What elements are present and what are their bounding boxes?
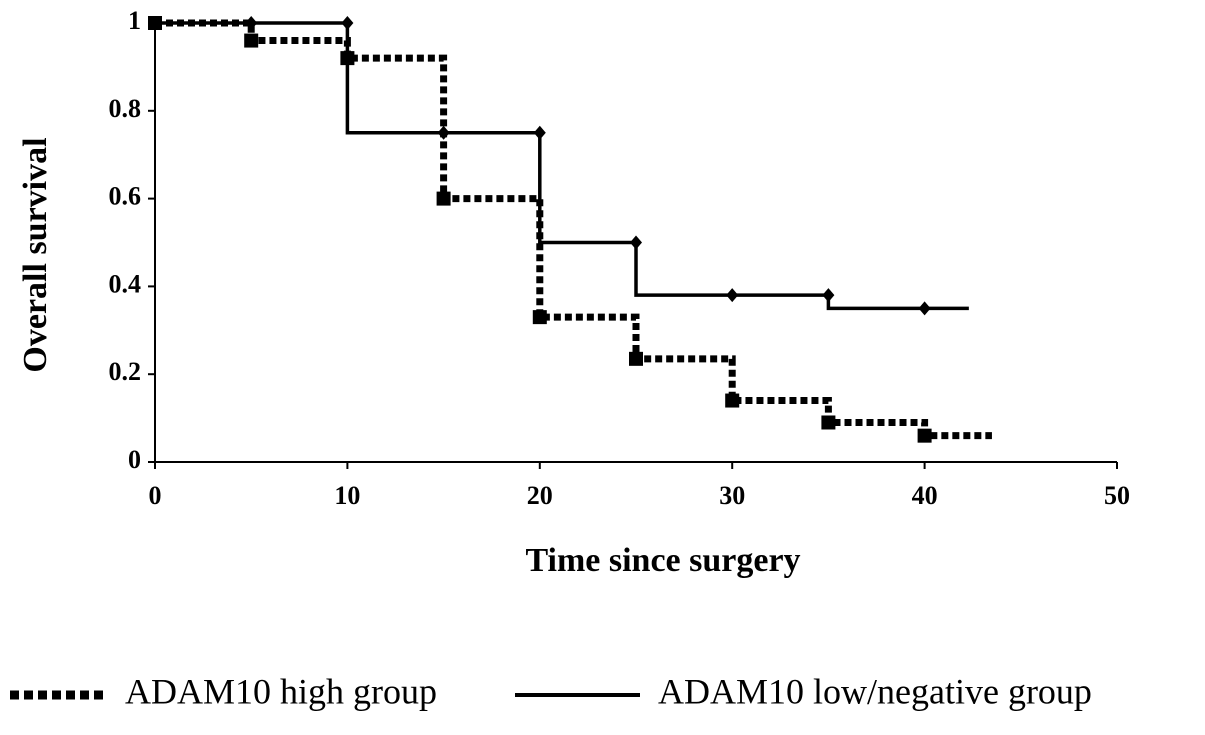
- y-tick-label: 0.4: [109, 269, 142, 298]
- marker: [725, 393, 740, 408]
- survival-line: [155, 19, 992, 440]
- x-tick-label: 50: [1104, 481, 1130, 510]
- y-tick-label: 1: [128, 6, 141, 35]
- marker: [726, 288, 739, 303]
- x-tick-label: 10: [334, 481, 360, 510]
- marker: [244, 33, 259, 48]
- legend-label: ADAM10 low/negative group: [658, 671, 1092, 711]
- x-axis-title: Time since surgery: [525, 542, 800, 579]
- marker: [917, 428, 932, 443]
- marker: [436, 191, 451, 206]
- marker: [437, 125, 450, 140]
- marker: [629, 351, 643, 366]
- marker: [630, 235, 642, 250]
- marker: [532, 310, 547, 325]
- marker: [918, 301, 931, 316]
- x-tick-label: 20: [527, 481, 553, 510]
- marker: [533, 125, 546, 140]
- x-tick-label: 40: [912, 481, 938, 510]
- marker: [245, 16, 258, 30]
- marker: [821, 415, 836, 430]
- y-tick-label: 0: [128, 445, 141, 474]
- y-tick-label: 0.6: [109, 182, 142, 211]
- survival-line: [155, 21, 969, 311]
- x-tick-label: 0: [149, 481, 162, 510]
- marker: [341, 16, 354, 30]
- y-tick-label: 0.2: [109, 357, 142, 386]
- legend-label: ADAM10 high group: [125, 671, 437, 711]
- marker: [149, 16, 161, 30]
- x-tick-label: 30: [719, 481, 745, 510]
- marker: [822, 288, 835, 303]
- y-axis-title: Overall survival: [17, 137, 54, 372]
- y-tick-label: 0.8: [109, 94, 142, 123]
